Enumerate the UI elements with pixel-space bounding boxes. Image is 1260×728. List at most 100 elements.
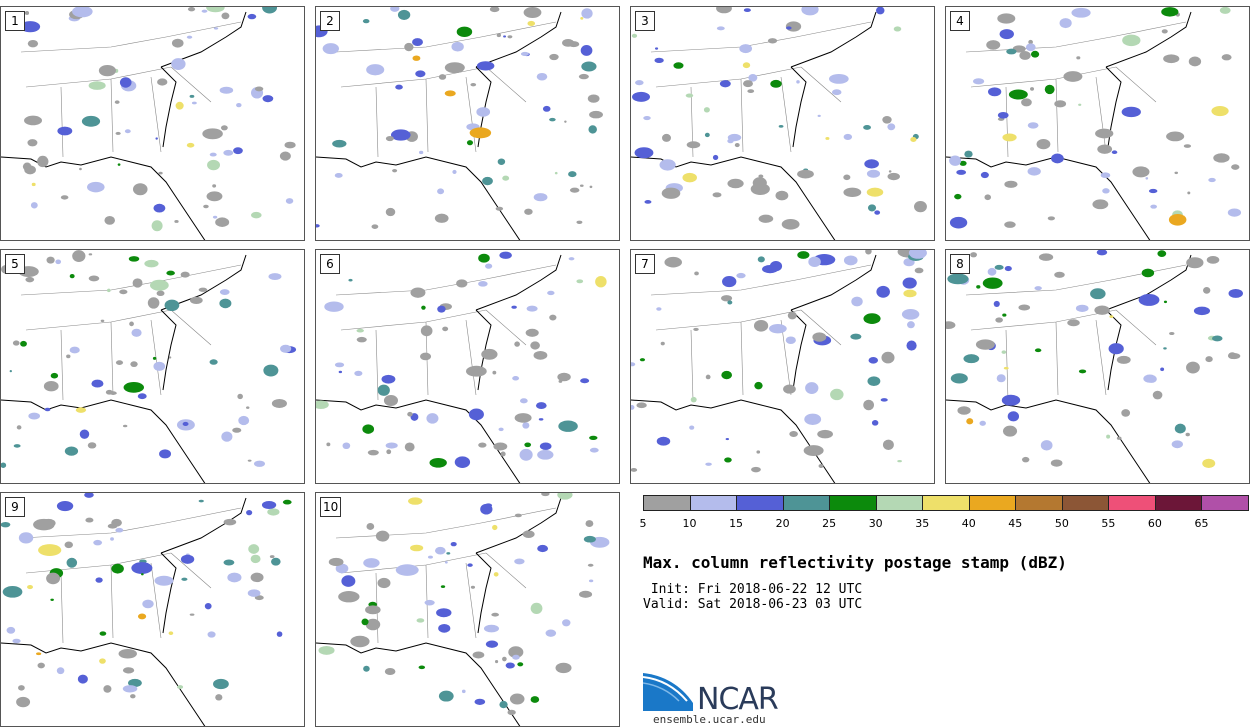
radar-echo [631,405,635,410]
state-borders [335,21,557,158]
radar-echo [843,133,853,141]
radar-echo [1054,271,1065,278]
panel-number: 5 [5,254,25,274]
radar-echo [758,214,774,223]
radar-echo [426,413,439,424]
radar-echo [232,427,242,433]
radar-echo [206,7,225,13]
radar-echo [1186,257,1204,269]
radar-echo [46,572,61,585]
radar-echo [817,114,821,118]
radar-echo [1193,306,1211,316]
radar-echo [377,577,391,589]
radar-echo [876,285,890,298]
radar-echo [797,169,814,179]
radar-echo [881,351,895,364]
radar-echo [1163,54,1180,64]
radar-echo [206,191,223,202]
radar-echo [558,379,563,383]
radar-echo [87,181,105,193]
radar-echo [91,379,104,388]
radar-echo [797,251,810,259]
radar-echo [436,608,452,618]
radar-echo [499,251,512,259]
radar-echo [533,193,548,202]
radar-echo [1071,7,1091,18]
radar-echo [743,80,753,88]
radar-echo [789,431,798,437]
radar-echo [365,605,381,615]
state-borders [965,21,1187,158]
radar-echo [778,125,784,128]
map-canvas [631,250,927,483]
radar-echo [864,159,879,169]
radar-echo [578,73,589,80]
radar-echo [498,427,504,432]
radar-echo [743,8,751,13]
radar-echo [427,555,433,559]
radar-echo [1202,458,1216,468]
radar-echo [137,393,147,400]
radar-echo [644,200,652,204]
radar-echo [753,319,769,332]
radar-echo [180,554,195,564]
ensemble-url[interactable]: ensemble.ucar.edu [653,713,766,726]
colorbar-swatch [736,495,784,511]
radar-echo [1185,432,1190,437]
stamp-panel-6: 6 [315,249,620,484]
radar-echo [1008,89,1028,100]
radar-echo [957,406,971,415]
radar-echo [407,411,413,417]
radar-echo [554,171,558,175]
radar-echo [1100,172,1111,179]
colorbar-tick-label: 55 [1101,517,1116,530]
radar-echo [576,279,584,284]
radar-echo [444,561,448,564]
radar-echo [522,530,535,538]
radar-echo [1187,191,1191,195]
stamp-panel-3: 3 [630,6,935,241]
radar-echo [110,537,114,541]
radar-echo [38,544,62,556]
radar-echo [538,418,544,421]
radar-echo [437,305,446,313]
radar-echo [716,26,725,31]
radar-echo [727,178,744,189]
radar-echo [16,696,31,708]
radar-echo [903,289,917,298]
radar-echo [557,372,571,382]
radar-echo [661,133,672,142]
radar-echo [500,451,506,457]
radar-echo [456,26,473,38]
radar-echo [56,667,65,675]
radar-echo [580,17,584,20]
radar-echo [412,38,423,47]
radar-echo [354,370,363,376]
radar-echo [1174,171,1179,175]
colorbar-swatch [689,495,738,511]
radar-echo [524,208,533,215]
radar-echo [987,267,997,276]
radar-echo [1001,394,1021,406]
radar-echo [215,694,223,701]
radar-echo [316,224,320,228]
radar-echo [796,80,800,84]
state-borders [20,21,242,158]
coastline [316,11,562,240]
radar-echo [995,317,1003,323]
radar-echo [489,7,500,13]
map-canvas [631,7,927,240]
radar-echo [1211,105,1229,117]
panel-number: 7 [635,254,655,274]
radar-echo [461,689,466,694]
radar-echo [151,220,163,232]
radar-echo [483,624,500,633]
radar-echo [768,324,787,334]
radar-echo [959,160,967,166]
radar-echo [1078,103,1082,106]
radar-echo [704,132,710,138]
radar-echo [476,61,495,71]
radar-echo [408,497,423,505]
radar-echo [415,70,426,78]
radar-echo [72,250,86,262]
